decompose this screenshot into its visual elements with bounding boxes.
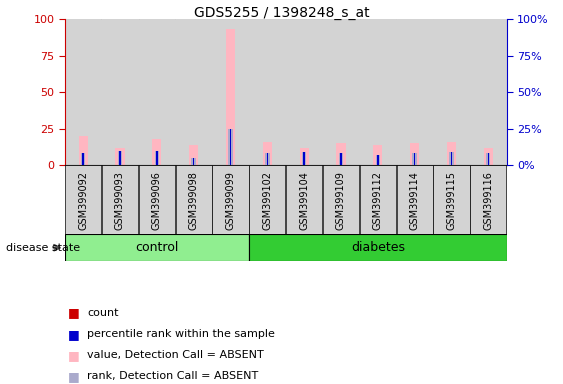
Bar: [156, 151, 158, 165]
Bar: [323, 19, 359, 165]
Bar: [449, 152, 454, 165]
Bar: [266, 154, 268, 165]
FancyBboxPatch shape: [138, 165, 175, 234]
Bar: [488, 164, 489, 165]
Text: rank, Detection Call = ABSENT: rank, Detection Call = ABSENT: [87, 371, 258, 381]
FancyBboxPatch shape: [249, 165, 285, 234]
Bar: [266, 164, 268, 165]
Text: count: count: [87, 308, 119, 318]
Bar: [377, 164, 378, 165]
Text: GSM399093: GSM399093: [115, 170, 125, 230]
Bar: [300, 147, 309, 165]
Bar: [176, 19, 212, 165]
FancyBboxPatch shape: [434, 165, 470, 234]
Bar: [434, 19, 470, 165]
Text: control: control: [135, 241, 178, 254]
FancyBboxPatch shape: [360, 165, 396, 234]
Bar: [191, 158, 196, 165]
Bar: [119, 151, 120, 165]
Bar: [484, 147, 493, 165]
Text: disease state: disease state: [6, 243, 80, 253]
Bar: [302, 152, 306, 165]
Bar: [414, 154, 415, 165]
Bar: [486, 154, 490, 165]
Text: GSM399109: GSM399109: [336, 170, 346, 230]
Bar: [102, 19, 138, 165]
Bar: [263, 142, 272, 165]
FancyBboxPatch shape: [286, 165, 322, 234]
Text: ■: ■: [68, 349, 79, 362]
Bar: [189, 145, 198, 165]
Bar: [226, 30, 235, 165]
Bar: [303, 164, 305, 165]
Bar: [286, 19, 322, 165]
Text: GSM399116: GSM399116: [483, 170, 493, 230]
Text: ■: ■: [68, 328, 79, 341]
Bar: [138, 19, 175, 165]
Text: percentile rank within the sample: percentile rank within the sample: [87, 329, 275, 339]
Text: ■: ■: [68, 306, 79, 319]
Bar: [410, 143, 419, 165]
Text: GSM399096: GSM399096: [152, 170, 162, 230]
FancyBboxPatch shape: [65, 234, 249, 261]
Bar: [230, 164, 231, 165]
Bar: [212, 19, 248, 165]
FancyBboxPatch shape: [102, 165, 138, 234]
Bar: [360, 19, 396, 165]
Text: GSM399092: GSM399092: [78, 170, 88, 230]
Text: GSM399104: GSM399104: [299, 170, 309, 230]
Bar: [340, 164, 342, 165]
Bar: [265, 154, 270, 165]
Bar: [303, 152, 305, 165]
FancyBboxPatch shape: [396, 165, 433, 234]
FancyBboxPatch shape: [470, 165, 506, 234]
Bar: [82, 154, 84, 165]
Bar: [82, 164, 84, 165]
Bar: [451, 164, 452, 165]
Bar: [79, 136, 88, 165]
Text: ■: ■: [68, 370, 79, 383]
Bar: [249, 19, 285, 165]
Bar: [377, 155, 378, 165]
Bar: [65, 19, 101, 165]
Bar: [396, 19, 433, 165]
Bar: [230, 129, 231, 165]
Text: GSM399099: GSM399099: [225, 170, 235, 230]
Bar: [339, 154, 343, 165]
FancyBboxPatch shape: [249, 234, 507, 261]
Bar: [414, 164, 415, 165]
FancyBboxPatch shape: [212, 165, 248, 234]
Text: GSM399112: GSM399112: [373, 170, 383, 230]
Bar: [336, 143, 346, 165]
Text: diabetes: diabetes: [351, 241, 405, 254]
FancyBboxPatch shape: [65, 165, 101, 234]
Text: GDS5255 / 1398248_s_at: GDS5255 / 1398248_s_at: [194, 6, 369, 20]
Bar: [193, 164, 194, 165]
Bar: [228, 129, 233, 165]
Bar: [81, 154, 86, 165]
Bar: [155, 151, 159, 165]
FancyBboxPatch shape: [176, 165, 212, 234]
Bar: [451, 152, 452, 165]
Bar: [156, 164, 158, 165]
Text: GSM399114: GSM399114: [410, 170, 419, 230]
Bar: [340, 154, 342, 165]
Bar: [413, 154, 417, 165]
Bar: [376, 155, 380, 165]
FancyBboxPatch shape: [323, 165, 359, 234]
Bar: [152, 139, 162, 165]
Bar: [115, 147, 124, 165]
Bar: [193, 158, 194, 165]
Text: GSM399115: GSM399115: [446, 170, 457, 230]
Bar: [373, 145, 382, 165]
Text: GSM399102: GSM399102: [262, 170, 272, 230]
Bar: [118, 151, 122, 165]
Bar: [470, 19, 506, 165]
Bar: [447, 142, 456, 165]
Text: GSM399098: GSM399098: [189, 170, 199, 230]
Bar: [119, 164, 120, 165]
Text: value, Detection Call = ABSENT: value, Detection Call = ABSENT: [87, 350, 264, 360]
Bar: [488, 154, 489, 165]
